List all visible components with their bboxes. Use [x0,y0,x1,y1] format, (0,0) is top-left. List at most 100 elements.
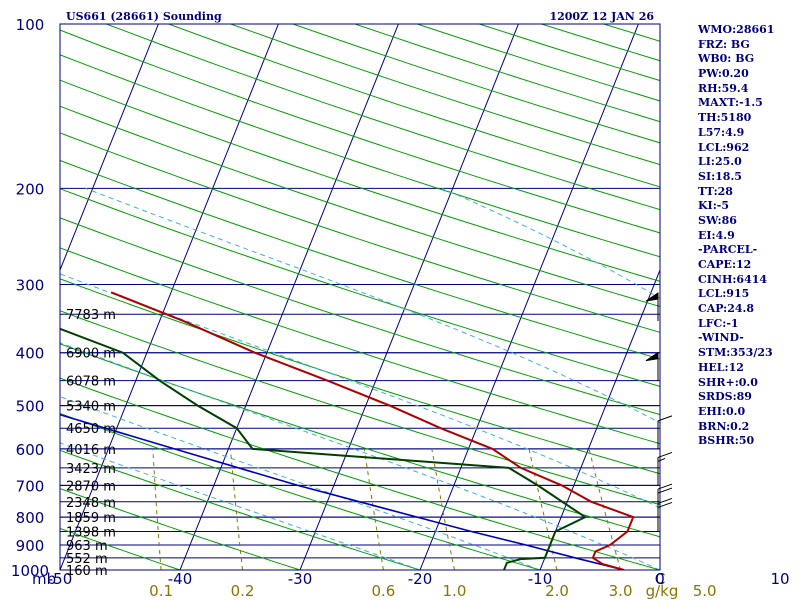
stat-line: KI:-5 [698,199,729,213]
temperature-unit-label: C [655,570,665,588]
wind-barb [645,351,659,381]
pressure-unit-label: mb [32,570,56,588]
stat-line: SHR+:0.0 [698,375,758,389]
height-label: 2870 m [66,479,116,494]
sounding-title: US661 (28661) Sounding [66,10,222,23]
height-label: 1398 m [66,525,116,540]
dry-adiabat-line [60,247,660,445]
isotherm-line [179,24,399,570]
stat-line: L57:4.9 [698,125,745,139]
mixing-ratio-line [152,448,162,570]
dry-adiabat-line [60,105,660,308]
dry-adiabat-line [60,527,182,570]
isotherm-line [60,24,279,570]
dry-adiabat-line [60,217,660,416]
mixing-ratio-label: 0.1 [149,582,173,600]
wind-barb-flag [657,501,673,508]
stat-line: EHI:0.0 [698,404,746,418]
isotherm-line [60,24,159,272]
wind-barb [657,415,673,449]
stat-line: LFC:-1 [698,316,739,330]
mixing-ratio-label: 1.0 [443,582,467,600]
pressure-tick-label: 300 [16,277,45,295]
mixing-ratio-line [363,448,384,570]
stat-line: WB0: BG [698,52,755,66]
temperature-tick-label: -30 [288,570,313,588]
temperature-tick-label: -20 [408,570,433,588]
pressure-tick-label: 700 [16,477,45,495]
pressure-tick-label: 600 [16,441,45,459]
dry-adiabat-line [60,132,660,333]
stat-line: BSHR:50 [698,434,755,448]
mixing-ratio-line [229,448,243,570]
stat-line: TT:28 [698,184,733,198]
height-label: 963 m [66,539,108,554]
background-grid [60,24,705,570]
height-label: 160 m [66,564,108,579]
stat-line: -PARCEL- [698,243,758,257]
moist-adiabat-line [85,187,660,424]
wind-barb-flag [657,451,673,458]
sounding-profiles [60,291,635,570]
wind-barb [645,292,659,322]
mixing-ratio-line [431,448,455,570]
pressure-tick-label: 900 [16,537,45,555]
wind-barb-flag [657,415,673,422]
mixing-ratio-label: 0.2 [231,582,255,600]
dry-adiabat-line [60,278,660,475]
stat-line: LI:25.0 [698,155,742,169]
stat-line: BRN:0.2 [698,419,750,433]
mixing-ratio-label: 2.0 [545,582,569,600]
temperature-tick-label: -40 [168,570,193,588]
stat-line: RH:59.4 [698,81,749,95]
dry-adiabat-line [60,159,660,360]
temperature-tick-label: 10 [770,570,789,588]
dry-adiabat-line [60,29,660,234]
stat-line: HEL:12 [698,360,744,374]
wind-barbs [645,292,673,532]
dry-adiabat-line [60,310,660,506]
stat-line: LCL:915 [698,287,750,301]
stat-line: FRZ: BG [698,37,750,51]
pressure-tick-label: 400 [16,345,45,363]
dry-adiabat-line [60,488,302,570]
temperature-tick-label: -50 [48,570,73,588]
dry-adiabat-line [60,377,660,570]
wind-barb-pennant [645,351,659,362]
temperature-tick-label: 0 [655,570,665,588]
pressure-tick-label: 500 [16,398,45,416]
pressure-tick-label: 800 [16,509,45,527]
height-label: 7783 m [66,308,116,323]
sounding-time: 1200Z 12 JAN 26 [549,10,654,23]
height-label: 4016 m [66,443,116,458]
plot-frame [59,23,661,571]
mixing-ratio-label: 3.0 [609,582,633,600]
height-label: 552 m [66,552,108,567]
mixing-ratio-label: 5.0 [693,582,717,600]
mixing-ratio-unit-label: g/kg [646,582,679,600]
stat-line: LCL:962 [698,140,750,154]
dry-adiabat-line [60,449,422,570]
dry-adiabat-line [60,343,660,538]
dry-adiabat-line [60,79,660,282]
moist-adiabat-line [60,342,660,570]
stat-line: CINH:6414 [698,272,768,286]
moist-adiabat-line [60,273,660,509]
wind-barb-flag [657,483,673,490]
mixing-ratio-line [669,449,705,570]
stat-line: TH:5180 [698,111,752,125]
stat-line: CAP:24.8 [698,302,755,316]
stat-line: EI:4.9 [698,228,735,242]
moist-adiabat-line [60,442,421,570]
stability-indices-panel: WMO:28661 FRZ: BG WB0: BG PW:0.20 RH:59.4 MAX… [698,23,798,449]
pressure-tick-label: 200 [16,180,45,198]
dewpoint-trace [60,327,588,570]
stat-line: SW:86 [698,213,737,227]
dry-adiabat-line [106,24,660,211]
wind-barb-flag [657,487,673,494]
wind-barb-half-flag [657,457,666,462]
height-label: 6900 m [66,347,116,362]
stat-line: MAXT:-1.5 [698,96,763,110]
pressure-tick-label: 100 [16,16,45,34]
